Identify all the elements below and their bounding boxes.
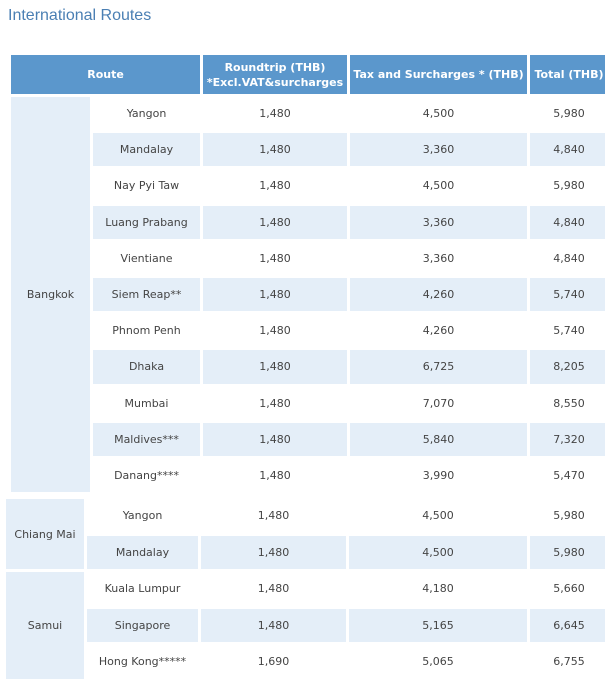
tax-cell: 4,500 (348, 498, 529, 535)
header-tax: Tax and Surcharges * (THB) (349, 54, 529, 96)
roundtrip-cell: 1,480 (202, 457, 349, 493)
roundtrip-cell: 1,480 (202, 313, 349, 349)
destination-cell: Singapore (86, 607, 200, 644)
roundtrip-cell: 1,480 (200, 607, 348, 644)
origin-cell: Samui (5, 571, 86, 681)
header-roundtrip: Roundtrip (THB) *Excl.VAT&surcharges (202, 54, 349, 96)
tax-cell: 4,500 (349, 168, 529, 204)
routes-table-bangkok: Route Roundtrip (THB) *Excl.VAT&surcharg… (8, 52, 605, 495)
roundtrip-cell: 1,480 (202, 168, 349, 204)
tax-cell: 7,070 (349, 385, 529, 421)
destination-cell: Vientiane (92, 240, 202, 276)
total-cell: 5,980 (529, 96, 605, 132)
total-cell: 4,840 (529, 240, 605, 276)
destination-cell: Nay Pyi Taw (92, 168, 202, 204)
table-header-row: Route Roundtrip (THB) *Excl.VAT&surcharg… (10, 54, 605, 96)
destination-cell: Phnom Penh (92, 313, 202, 349)
roundtrip-cell: 1,480 (200, 571, 348, 608)
tax-cell: 5,840 (349, 421, 529, 457)
total-cell: 5,470 (529, 457, 605, 493)
header-roundtrip-line1: Roundtrip (THB) (203, 60, 347, 75)
tax-cell: 3,360 (349, 132, 529, 168)
total-cell: 6,755 (529, 644, 605, 681)
destination-cell: Kuala Lumpur (86, 571, 200, 608)
roundtrip-cell: 1,480 (202, 385, 349, 421)
tax-cell: 4,260 (349, 313, 529, 349)
total-cell: 5,980 (529, 498, 605, 535)
tax-cell: 5,065 (348, 644, 529, 681)
total-cell: 5,980 (529, 534, 605, 571)
destination-cell: Mandalay (92, 132, 202, 168)
roundtrip-cell: 1,480 (200, 534, 348, 571)
total-cell: 5,980 (529, 168, 605, 204)
roundtrip-cell: 1,480 (202, 349, 349, 385)
total-cell: 5,740 (529, 276, 605, 312)
roundtrip-cell: 1,480 (202, 204, 349, 240)
destination-cell: Siem Reap** (92, 276, 202, 312)
header-route: Route (10, 54, 202, 96)
header-total: Total (THB) (529, 54, 605, 96)
destination-cell: Yangon (86, 498, 200, 535)
roundtrip-cell: 1,480 (202, 240, 349, 276)
tax-cell: 4,180 (348, 571, 529, 608)
origin-cell: Bangkok (10, 96, 92, 494)
destination-cell: Mandalay (86, 534, 200, 571)
destination-cell: Dhaka (92, 349, 202, 385)
tax-cell: 4,500 (348, 534, 529, 571)
total-cell: 5,660 (529, 571, 605, 608)
tax-cell: 6,725 (349, 349, 529, 385)
origin-cell: Chiang Mai (5, 498, 86, 571)
total-cell: 7,320 (529, 421, 605, 457)
destination-cell: Mumbai (92, 385, 202, 421)
destination-cell: Hong Kong***** (86, 644, 200, 681)
tax-cell: 4,260 (349, 276, 529, 312)
total-cell: 4,840 (529, 204, 605, 240)
total-cell: 6,645 (529, 607, 605, 644)
tax-cell: 4,500 (349, 96, 529, 132)
header-roundtrip-line2: *Excl.VAT&surcharges (203, 75, 347, 90)
total-cell: 4,840 (529, 132, 605, 168)
destination-cell: Luang Prabang (92, 204, 202, 240)
roundtrip-cell: 1,480 (202, 96, 349, 132)
destination-cell: Maldives*** (92, 421, 202, 457)
page-title: International Routes (8, 7, 151, 25)
tax-cell: 3,990 (349, 457, 529, 493)
tax-cell: 3,360 (349, 240, 529, 276)
total-cell: 5,740 (529, 313, 605, 349)
roundtrip-cell: 1,480 (200, 498, 348, 535)
tax-cell: 5,165 (348, 607, 529, 644)
roundtrip-cell: 1,480 (202, 276, 349, 312)
roundtrip-cell: 1,690 (200, 644, 348, 681)
roundtrip-cell: 1,480 (202, 132, 349, 168)
destination-cell: Danang**** (92, 457, 202, 493)
total-cell: 8,205 (529, 349, 605, 385)
total-cell: 8,550 (529, 385, 605, 421)
roundtrip-cell: 1,480 (202, 421, 349, 457)
destination-cell: Yangon (92, 96, 202, 132)
tax-cell: 3,360 (349, 204, 529, 240)
